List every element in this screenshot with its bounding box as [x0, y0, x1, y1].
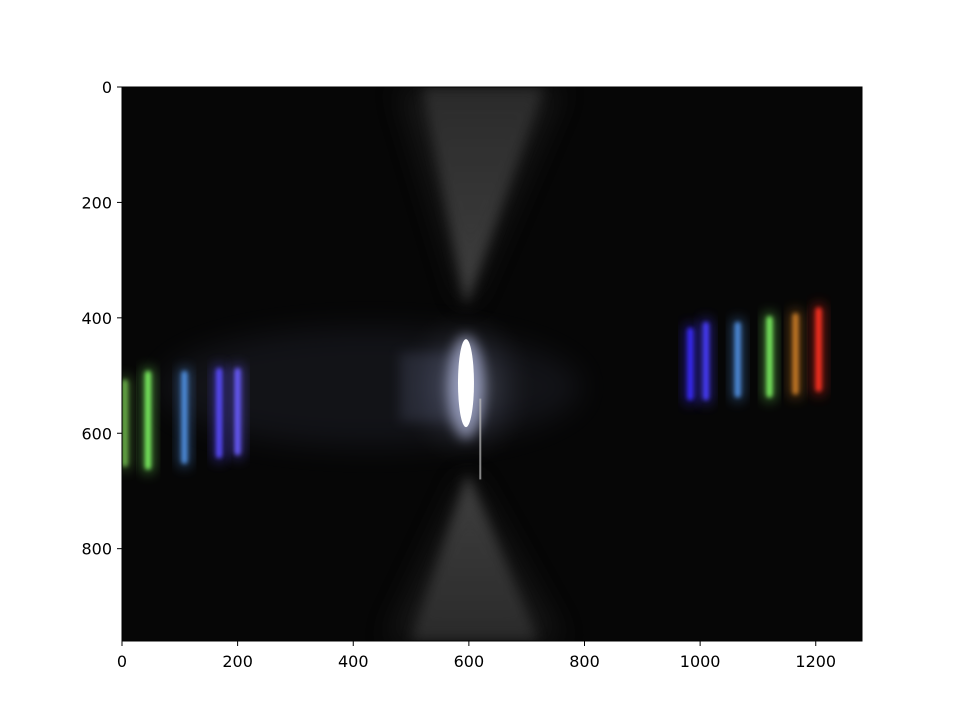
left-spectrum-line-3 — [181, 370, 188, 464]
left-spectrum-line-1 — [122, 379, 128, 467]
y-tick-label: 400 — [81, 309, 112, 328]
x-tick-label: 1000 — [680, 652, 721, 671]
right-spectrum-line-1 — [687, 327, 694, 401]
y-tick-label: 800 — [81, 540, 112, 559]
central-slit-streak — [479, 398, 482, 480]
left-spectrum-line-4 — [216, 368, 223, 459]
central-bright-spot — [447, 335, 484, 480]
right-spectrum-line-5 — [792, 313, 799, 395]
right-spectrum-lines — [684, 303, 825, 405]
left-spectrum-line-5 — [234, 368, 241, 456]
right-spectrum-line-6 — [815, 307, 822, 392]
left-spectrum-line-2 — [145, 370, 152, 470]
x-tick-label: 600 — [454, 652, 485, 671]
x-axis: 0 200 400 600 800 1000 1200 — [117, 641, 836, 671]
right-spectrum-line-3 — [734, 321, 741, 398]
axes-frame — [121, 86, 863, 642]
right-spectrum-line-4 — [766, 316, 773, 398]
x-tick-label: 1200 — [795, 652, 836, 671]
x-tick-label: 200 — [222, 652, 253, 671]
y-tick-label: 600 — [81, 424, 112, 443]
x-tick-label: 400 — [338, 652, 369, 671]
photo-region — [122, 87, 862, 641]
left-spectrum-lines — [122, 364, 244, 474]
x-tick-label: 800 — [569, 652, 600, 671]
y-tick-label: 0 — [102, 78, 112, 97]
right-spectrum-line-2 — [702, 321, 709, 401]
central-spot-core — [457, 339, 474, 428]
upper-cone-haze — [399, 87, 562, 307]
y-tick-label: 200 — [81, 193, 112, 212]
lower-cone-haze — [387, 473, 562, 641]
x-tick-label: 0 — [117, 652, 127, 671]
y-axis: 0 200 400 600 800 — [81, 78, 122, 559]
